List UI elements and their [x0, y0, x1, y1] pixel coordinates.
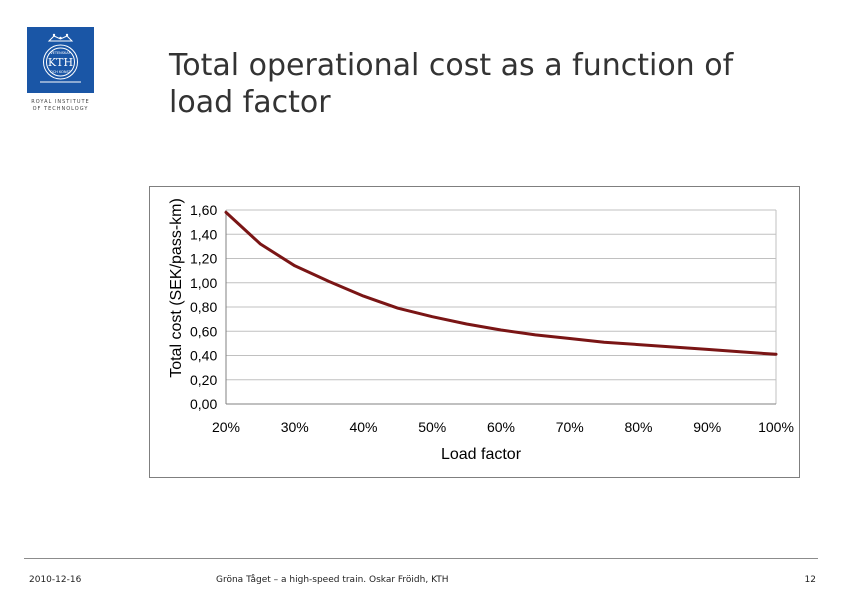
footer-credit: Gröna Tåget – a high-speed train. Oskar …	[216, 575, 449, 585]
y-tick-label: 1,60	[190, 202, 217, 218]
slide-title: Total operational cost as a function of …	[169, 48, 734, 120]
kth-logo: VETENSKAP KTH OCH KONST	[27, 27, 94, 93]
x-tick-label: 90%	[693, 419, 721, 435]
y-tick-label: 1,00	[190, 275, 217, 291]
y-tick-label: 0,60	[190, 323, 217, 339]
x-tick-label: 60%	[487, 419, 515, 435]
chart-gridlines	[226, 209, 777, 405]
logo-lower-text: OCH KONST	[50, 70, 72, 74]
y-tick-label: 0,20	[190, 372, 217, 388]
y-tick-label: 0,80	[190, 299, 217, 315]
x-tick-label: 30%	[281, 419, 309, 435]
x-tick-label: 20%	[212, 419, 240, 435]
logo-text: KTH	[48, 56, 73, 69]
y-tick-label: 0,00	[190, 396, 217, 412]
y-tick-label: 1,20	[190, 251, 217, 267]
x-tick-label: 80%	[624, 419, 652, 435]
x-tick-label: 40%	[349, 419, 377, 435]
y-tick-label: 1,40	[190, 226, 217, 242]
logo-upper-text: VETENSKAP	[50, 51, 71, 55]
logo-caption-line1: ROYAL INSTITUTE	[31, 99, 90, 105]
footer-divider	[24, 558, 818, 559]
x-axis-title: Load factor	[441, 446, 522, 463]
logo-caption-line2: OF TECHNOLOGY	[32, 106, 89, 112]
footer-date: 2010-12-16	[29, 575, 82, 585]
series-line-total-cost	[224, 210, 778, 356]
chart-labels: 0,00 0,20 0,40 0,60 0,80 1,00 1,20 1,40 1,60 20% 3…	[168, 198, 794, 463]
y-axis-title: Total cost (SEK/pass-km)	[168, 198, 185, 378]
page-number: 12	[804, 575, 816, 585]
logo-caption: ROYAL INSTITUTE OF TECHNOLOGY	[27, 99, 94, 113]
chart-series	[224, 210, 778, 356]
x-tick-label: 70%	[556, 419, 584, 435]
chart-axes	[225, 210, 776, 405]
x-tick-label: 50%	[418, 419, 446, 435]
kth-crest-icon: VETENSKAP KTH OCH KONST	[27, 27, 94, 93]
x-tick-label: 100%	[758, 419, 794, 435]
y-tick-label: 0,40	[190, 348, 217, 364]
